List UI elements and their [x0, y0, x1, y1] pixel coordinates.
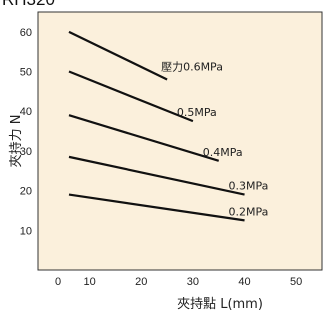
- series-label: 0.2MPa: [229, 205, 269, 218]
- x-tick-label: 50: [290, 276, 302, 288]
- series-label: 0.4MPa: [203, 146, 243, 159]
- series-label: 0.5MPa: [177, 106, 217, 119]
- series-line: [68, 155, 245, 196]
- series-label: 0.3MPa: [229, 180, 269, 193]
- x-tick-label: 0: [55, 276, 61, 288]
- series-line: [68, 193, 245, 222]
- series-line: [68, 114, 220, 162]
- page-title: RH320: [2, 0, 55, 10]
- x-tick-label: 40: [238, 276, 250, 288]
- series-lines: [68, 30, 245, 222]
- x-axis-ticks: 0 10 20 30 40 50: [55, 276, 302, 288]
- x-tick-label: 20: [135, 276, 147, 288]
- series-line: [68, 70, 194, 123]
- series-labels: 壓力0.6MPa 0.5MPa 0.4MPa 0.3MPa 0.2MPa: [161, 60, 268, 218]
- plot-area: [37, 11, 323, 271]
- y-tick-label: 50: [20, 67, 32, 79]
- x-tick-label: 10: [84, 276, 96, 288]
- y-tick-label: 20: [20, 186, 32, 198]
- x-tick-label: 30: [187, 276, 199, 288]
- y-tick-label: 40: [20, 106, 32, 118]
- y-axis-ticks: 10 20 30 40 50 60: [20, 27, 32, 237]
- x-axis-title: 夾持點 L(mm): [177, 297, 263, 312]
- y-axis-title: 夾持力 N: [9, 115, 24, 168]
- y-tick-label: 30: [20, 146, 32, 158]
- y-tick-label: 10: [20, 225, 32, 237]
- y-tick-label: 60: [20, 27, 32, 39]
- series-line: [68, 30, 168, 81]
- series-label: 壓力0.6MPa: [161, 60, 223, 73]
